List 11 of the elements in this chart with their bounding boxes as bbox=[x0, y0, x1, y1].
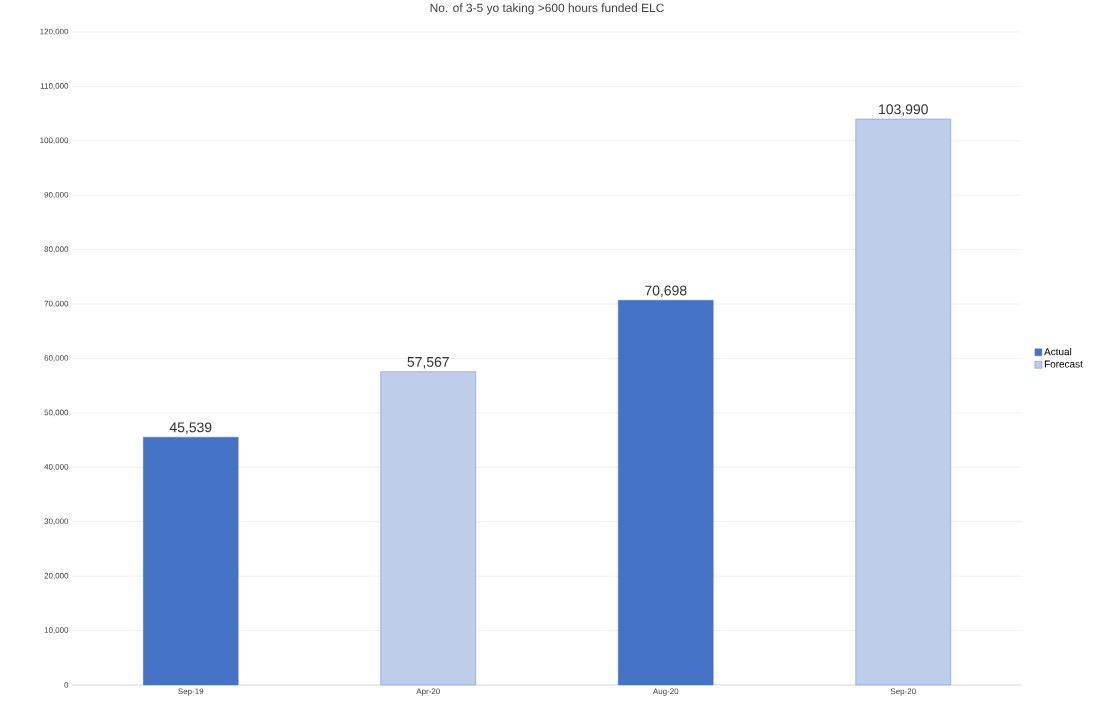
legend-label: Forecast bbox=[1044, 360, 1083, 368]
data-label: 70,698 bbox=[645, 285, 687, 298]
bar bbox=[143, 436, 239, 686]
bar bbox=[618, 300, 714, 686]
data-label: 45,539 bbox=[169, 422, 212, 434]
data-label: 103,990 bbox=[879, 104, 928, 116]
data-label: 57,567 bbox=[407, 356, 449, 369]
bar bbox=[855, 118, 951, 686]
legend-label: Actual bbox=[1044, 347, 1072, 356]
chart-title: No. of 3-5 yo taking >600 hours funded ELC bbox=[430, 3, 664, 15]
bar bbox=[380, 371, 476, 686]
